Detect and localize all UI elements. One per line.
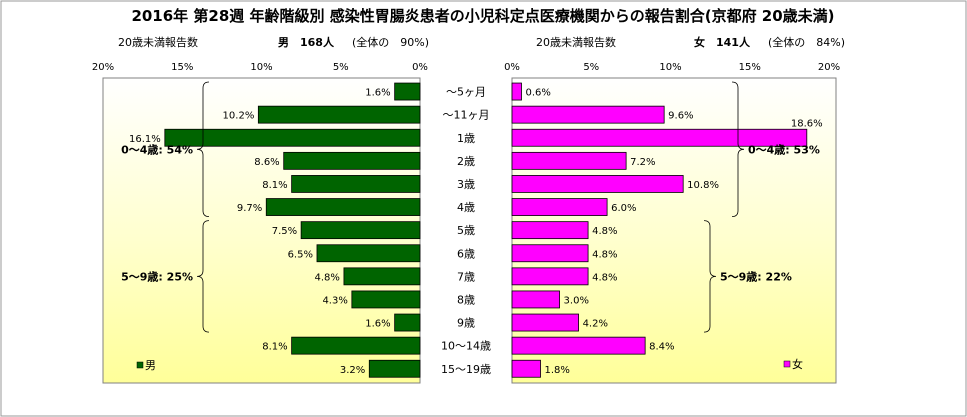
female-bar: [511, 267, 589, 286]
male-value-label: 3.2%: [340, 365, 365, 376]
male-bar: [300, 221, 421, 240]
male-tick-label: 15%: [171, 62, 193, 73]
male-tick-label: 5%: [333, 62, 349, 73]
female-header-ratio: (全体の 84%): [768, 35, 845, 49]
male-value-label: 4.3%: [322, 295, 347, 306]
category-label: 3歳: [457, 178, 475, 191]
category-label: 〜11ヶ月: [443, 109, 490, 122]
category-label: 7歳: [457, 270, 475, 283]
female-header-label: 20歳未満報告数: [536, 36, 616, 49]
female-bar: [511, 128, 808, 147]
category-label: 8歳: [457, 293, 475, 306]
category-label: 6歳: [457, 247, 475, 260]
male-value-label: 7.5%: [272, 226, 297, 237]
female-group-bracket: [731, 81, 745, 217]
female-bar: [511, 151, 627, 170]
male-bar: [394, 313, 421, 332]
legend-male-swatch: [136, 361, 144, 369]
category-label: 1歳: [457, 132, 475, 145]
male-bar: [394, 82, 421, 101]
male-bar: [343, 267, 421, 286]
male-value-label: 6.5%: [288, 249, 313, 260]
female-bar: [511, 221, 589, 240]
legend-male-label: 男: [145, 359, 156, 372]
female-value-label: 0.6%: [526, 88, 551, 99]
male-tick-label: 20%: [92, 62, 114, 73]
male-bar: [316, 244, 421, 263]
chart-title: 2016年 第28週 年齢階級別 感染性胃腸炎患者の小児科定点医療機関からの報告…: [131, 7, 834, 25]
male-bar: [257, 105, 421, 124]
female-value-label: 4.2%: [583, 319, 608, 330]
male-group-bracket: [196, 81, 210, 217]
category-label: 5歳: [457, 224, 475, 237]
female-header-count: 141人: [716, 35, 751, 49]
male-bar: [265, 198, 421, 216]
male-value-label: 9.7%: [237, 203, 262, 214]
female-bar: [511, 105, 665, 124]
male-tick-label: 10%: [250, 62, 272, 73]
legend-female-label: 女: [792, 357, 803, 371]
female-bar: [511, 290, 560, 309]
male-header-sex: 男: [278, 36, 289, 49]
legend-female-swatch: [783, 360, 791, 368]
female-tick-label: 0%: [504, 62, 520, 73]
female-bar: [511, 175, 684, 193]
male-group-label: 0〜4歳: 54%: [121, 142, 193, 156]
male-bar: [351, 290, 421, 309]
female-value-label: 1.8%: [545, 365, 570, 376]
category-label: 2歳: [457, 155, 475, 168]
category-label: 9歳: [457, 317, 475, 330]
male-tick-label: 0%: [412, 62, 428, 73]
male-value-label: 16.1%: [129, 134, 161, 145]
category-label: 15〜19歳: [441, 363, 491, 376]
male-value-label: 1.6%: [365, 88, 390, 99]
female-value-label: 9.6%: [668, 111, 693, 122]
female-tick-label: 5%: [583, 62, 599, 73]
female-group-label: 0〜4歳: 53%: [748, 142, 820, 156]
male-bar: [164, 128, 421, 147]
female-bar: [511, 244, 589, 263]
male-value-label: 10.2%: [223, 111, 255, 122]
female-group-bracket: [703, 220, 717, 333]
male-header-ratio: (全体の 90%): [352, 35, 429, 49]
male-value-label: 4.8%: [315, 272, 340, 283]
female-bar: [511, 336, 646, 355]
female-value-label: 4.8%: [592, 226, 617, 237]
female-value-label: 10.8%: [687, 180, 719, 191]
female-value-label: 3.0%: [564, 295, 589, 306]
male-value-label: 8.6%: [254, 157, 279, 168]
male-value-label: 8.1%: [262, 342, 287, 353]
female-tick-label: 20%: [818, 62, 840, 73]
male-group-label: 5〜9歳: 25%: [121, 269, 193, 283]
male-bar: [283, 151, 421, 170]
female-tick-label: 15%: [739, 62, 761, 73]
female-value-label: 6.0%: [611, 203, 636, 214]
female-header-sex: 女: [694, 35, 705, 49]
category-label: 〜5ヶ月: [446, 86, 486, 99]
male-value-label: 1.6%: [365, 319, 390, 330]
female-bar: [511, 198, 608, 216]
category-label: 10〜14歳: [441, 340, 491, 353]
male-bar: [291, 175, 421, 193]
male-bar: [368, 359, 421, 378]
female-value-label: 8.4%: [649, 342, 674, 353]
male-header-count: 168人: [300, 35, 335, 49]
male-group-bracket: [196, 220, 210, 333]
female-value-label: 4.8%: [592, 272, 617, 283]
female-group-label: 5〜9歳: 22%: [720, 269, 792, 283]
male-header-label: 20歳未満報告数: [118, 36, 198, 49]
female-value-label: 4.8%: [592, 249, 617, 260]
category-label: 4歳: [457, 201, 475, 214]
female-bar: [511, 313, 579, 332]
female-tick-label: 10%: [659, 62, 681, 73]
female-value-label: 7.2%: [630, 157, 655, 168]
female-bar: [511, 359, 541, 378]
female-value-label: 18.6%: [791, 118, 823, 129]
male-bar: [291, 336, 421, 355]
male-value-label: 8.1%: [262, 180, 287, 191]
female-bar: [511, 82, 522, 101]
